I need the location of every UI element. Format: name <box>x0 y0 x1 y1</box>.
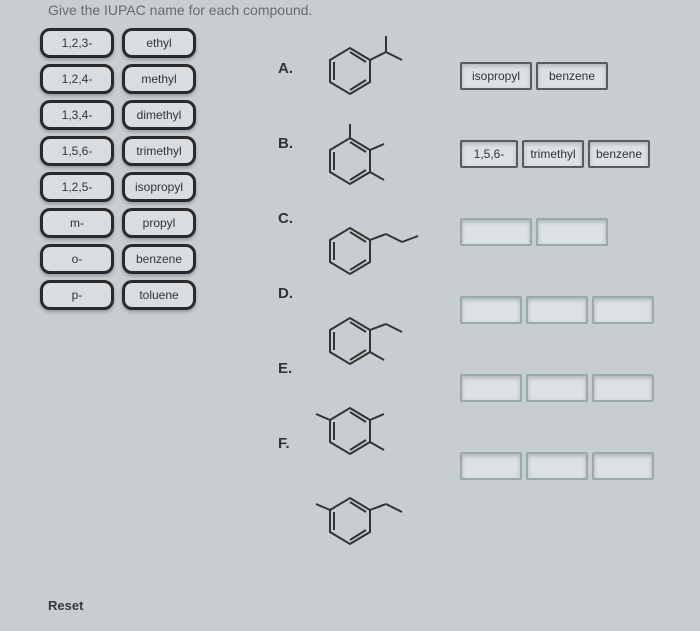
tile-bank: 1,2,3- ethyl 1,2,4- methyl 1,3,4- dimethyl 1,5… <box>40 28 196 310</box>
answer-slot[interactable] <box>592 452 654 480</box>
answer-slot[interactable] <box>536 218 608 246</box>
reset-button[interactable]: Reset <box>48 598 83 613</box>
row-letter: E. <box>278 360 293 377</box>
tile-123[interactable]: 1,2,3- <box>40 28 114 58</box>
answer-slot[interactable]: isopropyl <box>460 62 532 90</box>
row-letter: A. <box>278 60 293 77</box>
tile-125[interactable]: 1,2,5- <box>40 172 114 202</box>
tile-124[interactable]: 1,2,4- <box>40 64 114 94</box>
page-title: Give the IUPAC name for each compound. <box>48 2 312 18</box>
answer-slot[interactable]: benzene <box>588 140 650 168</box>
answer-slot[interactable] <box>460 218 532 246</box>
tile-dimethyl[interactable]: dimethyl <box>122 100 196 130</box>
tile-toluene[interactable]: toluene <box>122 280 196 310</box>
answer-slot[interactable] <box>526 374 588 402</box>
answer-slot[interactable] <box>460 452 522 480</box>
row-letter: C. <box>278 210 293 227</box>
answer-slot[interactable] <box>460 296 522 324</box>
tile-o[interactable]: o- <box>40 244 114 274</box>
row-letters: A. B. C. D. E. F. <box>278 60 293 452</box>
tile-methyl[interactable]: methyl <box>122 64 196 94</box>
tile-134[interactable]: 1,3,4- <box>40 100 114 130</box>
tile-trimethyl[interactable]: trimethyl <box>122 136 196 166</box>
tile-p[interactable]: p- <box>40 280 114 310</box>
answer-slot[interactable] <box>526 296 588 324</box>
answer-slot[interactable]: trimethyl <box>522 140 584 168</box>
answer-slot[interactable] <box>526 452 588 480</box>
molecule-column <box>300 20 440 583</box>
answer-grid: isopropylbenzene1,5,6-trimethylbenzene <box>460 62 654 530</box>
tile-propyl[interactable]: propyl <box>122 208 196 238</box>
tile-benzene[interactable]: benzene <box>122 244 196 274</box>
row-letter: B. <box>278 135 293 152</box>
tile-isopropyl[interactable]: isopropyl <box>122 172 196 202</box>
tile-156[interactable]: 1,5,6- <box>40 136 114 166</box>
row-letter: F. <box>278 435 293 452</box>
answer-slot[interactable] <box>592 374 654 402</box>
answer-slot[interactable] <box>592 296 654 324</box>
row-letter: D. <box>278 285 293 302</box>
tile-m[interactable]: m- <box>40 208 114 238</box>
answer-slot[interactable]: 1,5,6- <box>460 140 518 168</box>
tile-ethyl[interactable]: ethyl <box>122 28 196 58</box>
answer-slot[interactable]: benzene <box>536 62 608 90</box>
answer-slot[interactable] <box>460 374 522 402</box>
